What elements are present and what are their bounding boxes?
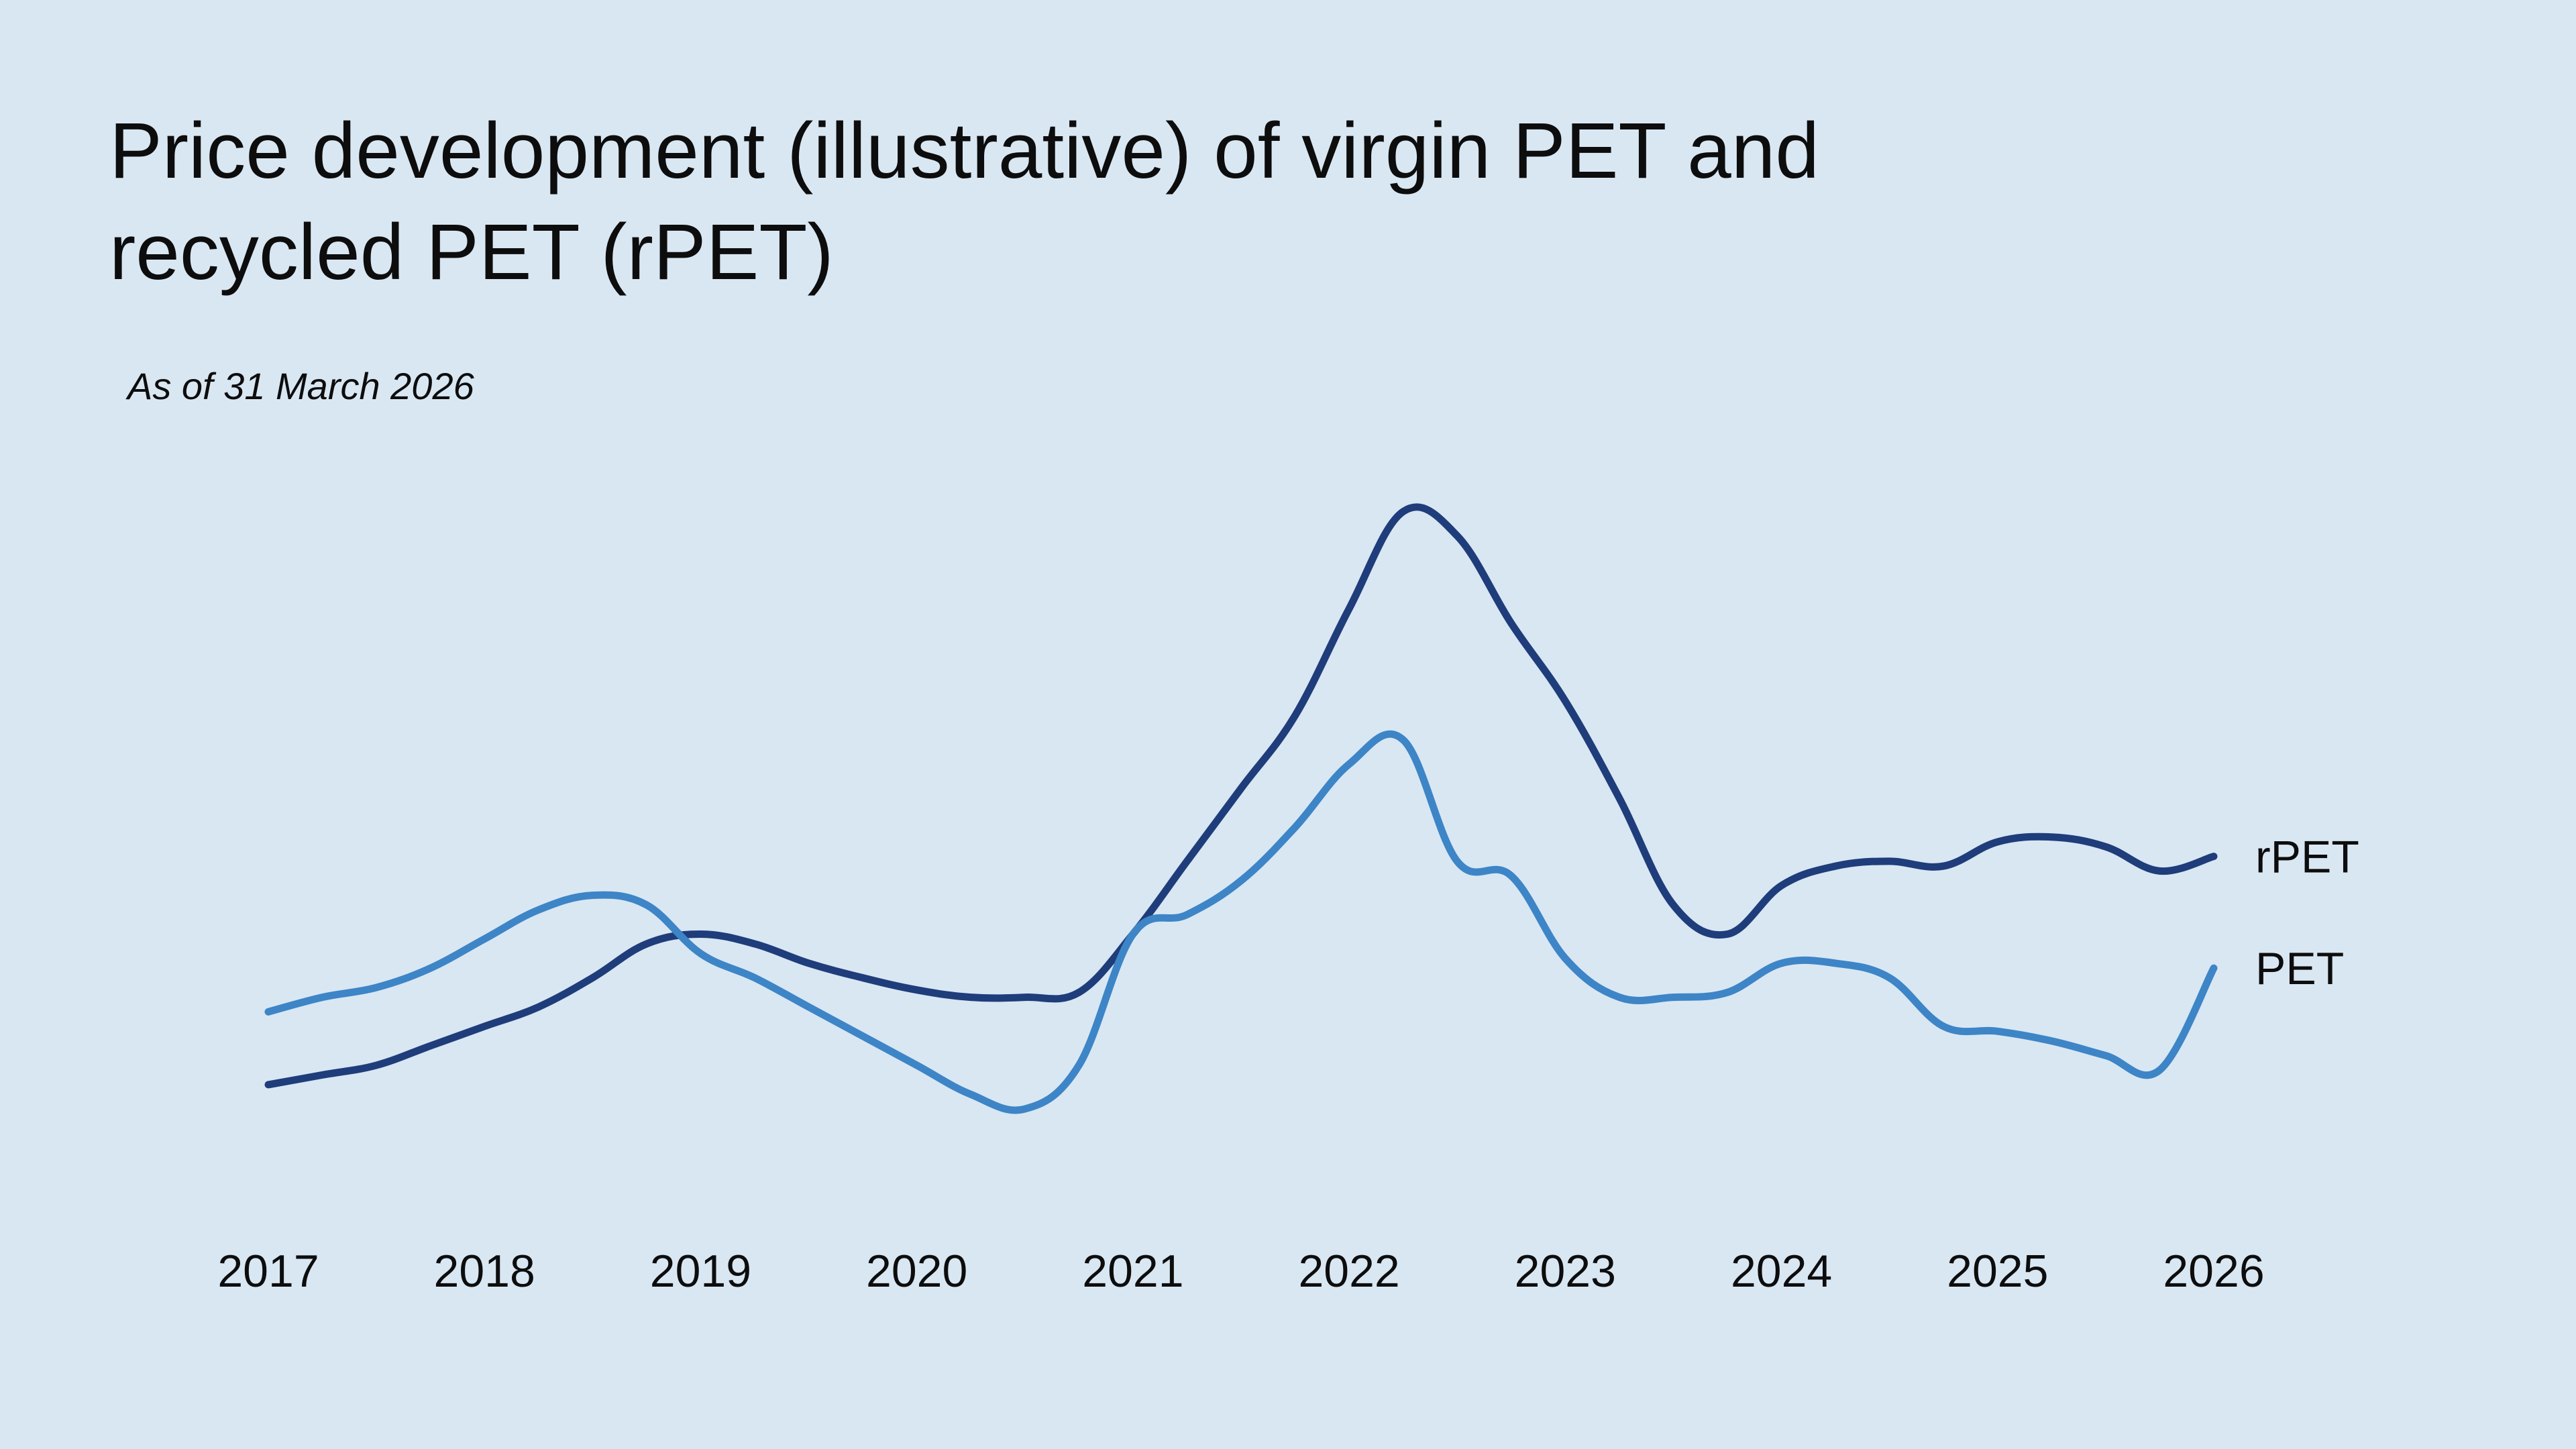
series-line-rpet (264, 503, 2218, 1089)
x-tick-label: 2024 (1731, 1246, 1832, 1297)
x-tick-label: 2018 (434, 1246, 535, 1297)
series-labels: rPET PET (2255, 832, 2359, 995)
series-label-pet: PET (2255, 943, 2344, 994)
series-layer (264, 503, 2218, 1114)
x-tick-label: 2026 (2163, 1246, 2264, 1297)
x-axis-ticks: 2017 2018 2019 2020 2021 2022 2023 2024 2025 2026 (217, 1246, 2264, 1297)
x-tick-label: 2020 (866, 1246, 967, 1297)
chart-title: Price development (illustrative) of virg… (109, 107, 1820, 297)
series-line-pet (264, 730, 2218, 1114)
chart-subtitle: As of 31 March 2026 (127, 365, 474, 407)
x-tick-label: 2019 (650, 1246, 751, 1297)
x-tick-label: 2017 (217, 1246, 319, 1297)
x-tick-label: 2023 (1515, 1246, 1616, 1297)
x-tick-label: 2022 (1298, 1246, 1399, 1297)
x-tick-label: 2025 (1947, 1246, 2048, 1297)
x-tick-label: 2021 (1082, 1246, 1183, 1297)
series-label-rpet: rPET (2255, 832, 2359, 883)
